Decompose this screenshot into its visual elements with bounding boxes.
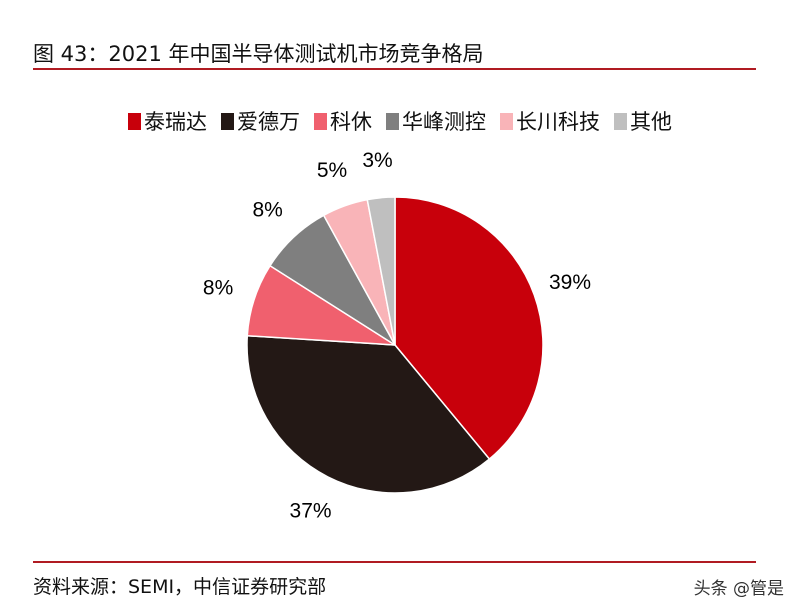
legend-label: 科休 [330, 110, 372, 134]
legend-item: 泰瑞达 [128, 106, 207, 136]
legend: 泰瑞达 爱德万 科休 华峰测控 长川科技 其他 [0, 106, 800, 136]
legend-label: 泰瑞达 [144, 110, 207, 134]
footer-divider [33, 561, 756, 563]
legend-item: 长川科技 [500, 106, 600, 136]
legend-swatch [314, 112, 327, 130]
legend-swatch [128, 112, 141, 130]
data-label: 8% [203, 277, 233, 300]
data-label: 39% [549, 271, 591, 294]
source-note: 资料来源：SEMI，中信证券研究部 [33, 576, 327, 598]
pie-slice [246, 334, 491, 494]
chart-title: 图 43：2021 年中国半导体测试机市场竞争格局 [33, 42, 484, 66]
legend-label: 爱德万 [237, 110, 300, 134]
legend-swatch [500, 112, 513, 130]
data-label: 37% [290, 500, 332, 523]
legend-label: 其他 [630, 110, 672, 134]
legend-item: 其他 [614, 106, 672, 136]
legend-label: 长川科技 [516, 110, 600, 134]
data-label: 8% [252, 198, 282, 221]
data-label: 3% [362, 149, 392, 172]
title-divider [33, 68, 756, 70]
legend-item: 爱德万 [221, 106, 300, 136]
pie-slice [394, 196, 544, 461]
pie-slice [366, 196, 396, 346]
legend-swatch [614, 112, 627, 130]
legend-label: 华峰测控 [402, 110, 486, 134]
legend-item: 科休 [314, 106, 372, 136]
data-label: 5% [317, 159, 347, 182]
legend-item: 华峰测控 [386, 106, 486, 136]
legend-swatch [386, 112, 399, 130]
legend-swatch [221, 112, 234, 130]
watermark: 头条 @管是 [693, 579, 784, 599]
